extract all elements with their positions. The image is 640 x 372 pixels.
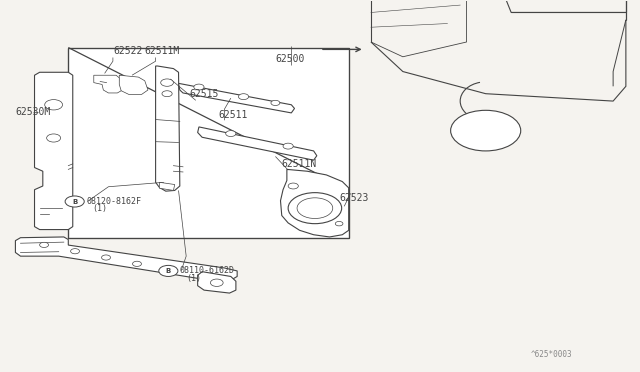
Polygon shape — [198, 127, 317, 160]
Circle shape — [40, 242, 49, 247]
Circle shape — [161, 79, 173, 86]
Text: 08120-8162F: 08120-8162F — [86, 197, 141, 206]
Polygon shape — [68, 48, 349, 238]
Text: 62500: 62500 — [275, 54, 305, 64]
Text: 62511N: 62511N — [282, 159, 317, 169]
Circle shape — [271, 100, 280, 106]
Text: 62511M: 62511M — [145, 46, 180, 56]
Circle shape — [226, 131, 236, 137]
Polygon shape — [159, 182, 175, 190]
Circle shape — [70, 248, 79, 254]
Polygon shape — [179, 83, 294, 113]
Circle shape — [132, 261, 141, 266]
Circle shape — [163, 267, 172, 273]
Circle shape — [239, 94, 248, 100]
Polygon shape — [280, 169, 349, 237]
Circle shape — [297, 198, 333, 218]
Text: B: B — [166, 268, 171, 274]
Circle shape — [159, 265, 178, 276]
Circle shape — [194, 84, 204, 90]
Circle shape — [45, 100, 63, 110]
Text: (1): (1) — [93, 204, 108, 214]
Text: (1): (1) — [186, 274, 201, 283]
Circle shape — [65, 196, 84, 207]
Polygon shape — [119, 75, 148, 94]
Text: ^625*0003: ^625*0003 — [531, 350, 572, 359]
Polygon shape — [35, 72, 73, 230]
Polygon shape — [198, 272, 236, 293]
Text: B: B — [72, 199, 77, 205]
Text: 62515: 62515 — [189, 89, 219, 99]
Polygon shape — [15, 237, 237, 281]
Circle shape — [102, 255, 111, 260]
Circle shape — [451, 110, 521, 151]
Circle shape — [335, 221, 343, 226]
Text: 62522: 62522 — [113, 46, 142, 56]
Circle shape — [288, 183, 298, 189]
Polygon shape — [156, 66, 180, 191]
Circle shape — [211, 279, 223, 286]
Text: 08110-6162D: 08110-6162D — [180, 266, 235, 275]
Text: 62511: 62511 — [218, 110, 248, 120]
Text: 62530M: 62530M — [15, 107, 51, 117]
Polygon shape — [94, 75, 122, 93]
Circle shape — [162, 91, 172, 97]
Circle shape — [47, 134, 61, 142]
Circle shape — [288, 193, 342, 224]
Circle shape — [283, 143, 293, 149]
Text: 62523: 62523 — [339, 193, 369, 203]
